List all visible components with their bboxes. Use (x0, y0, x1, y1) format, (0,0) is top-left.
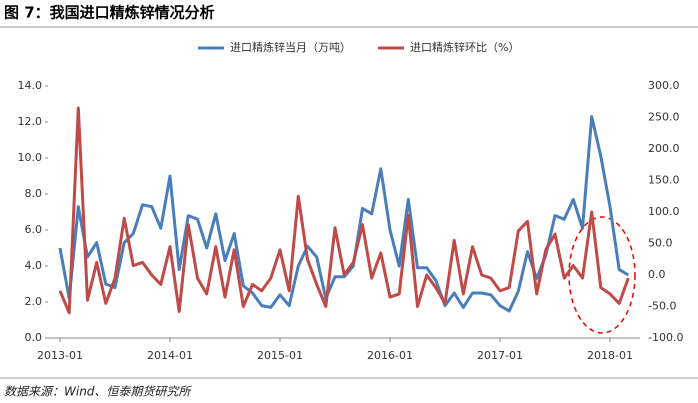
y-tick-label: 14.0 (18, 79, 43, 92)
y-tick-label: 2.0 (25, 295, 43, 308)
x-tick-label: 2013-01 (37, 349, 83, 362)
x-tick-label: 2017-01 (477, 349, 523, 362)
y-tick-label: 4.0 (25, 259, 43, 272)
y-tick-label: 8.0 (25, 187, 43, 200)
y-tick-label: 10.0 (18, 151, 43, 164)
x-tick-label: 2015-01 (257, 349, 303, 362)
x-tick-label: 2014-01 (147, 349, 193, 362)
y2-tick-label: 150.0 (648, 174, 680, 187)
y2-tick-label: 300.0 (648, 79, 680, 92)
y2-tick-label: 200.0 (648, 142, 680, 155)
legend-label: 进口精炼锌环比（%） (410, 40, 519, 54)
chart-title: 图 7：我国进口精炼锌情况分析 (4, 4, 215, 22)
y-tick-label: 6.0 (25, 223, 43, 236)
y2-tick-label: 100.0 (648, 205, 680, 218)
y-tick-label: 0.0 (25, 331, 43, 344)
y2-tick-label: 250.0 (648, 111, 680, 124)
y2-tick-label: -100.0 (648, 331, 683, 344)
series-line (58, 106, 630, 315)
x-tick-label: 2018-01 (587, 349, 633, 362)
y2-tick-label: -50.0 (648, 300, 676, 313)
legend-label: 进口精炼锌当月（万吨） (230, 40, 351, 54)
source: 数据来源：Wind、恒泰期货研究所 (4, 385, 192, 399)
x-tick-label: 2016-01 (367, 349, 413, 362)
y2-tick-label: 50.0 (648, 237, 673, 250)
highlight-ellipse (568, 216, 636, 334)
y2-tick-label: 0.0 (648, 268, 666, 281)
y-tick-label: 12.0 (18, 115, 43, 128)
series-line (58, 115, 630, 313)
